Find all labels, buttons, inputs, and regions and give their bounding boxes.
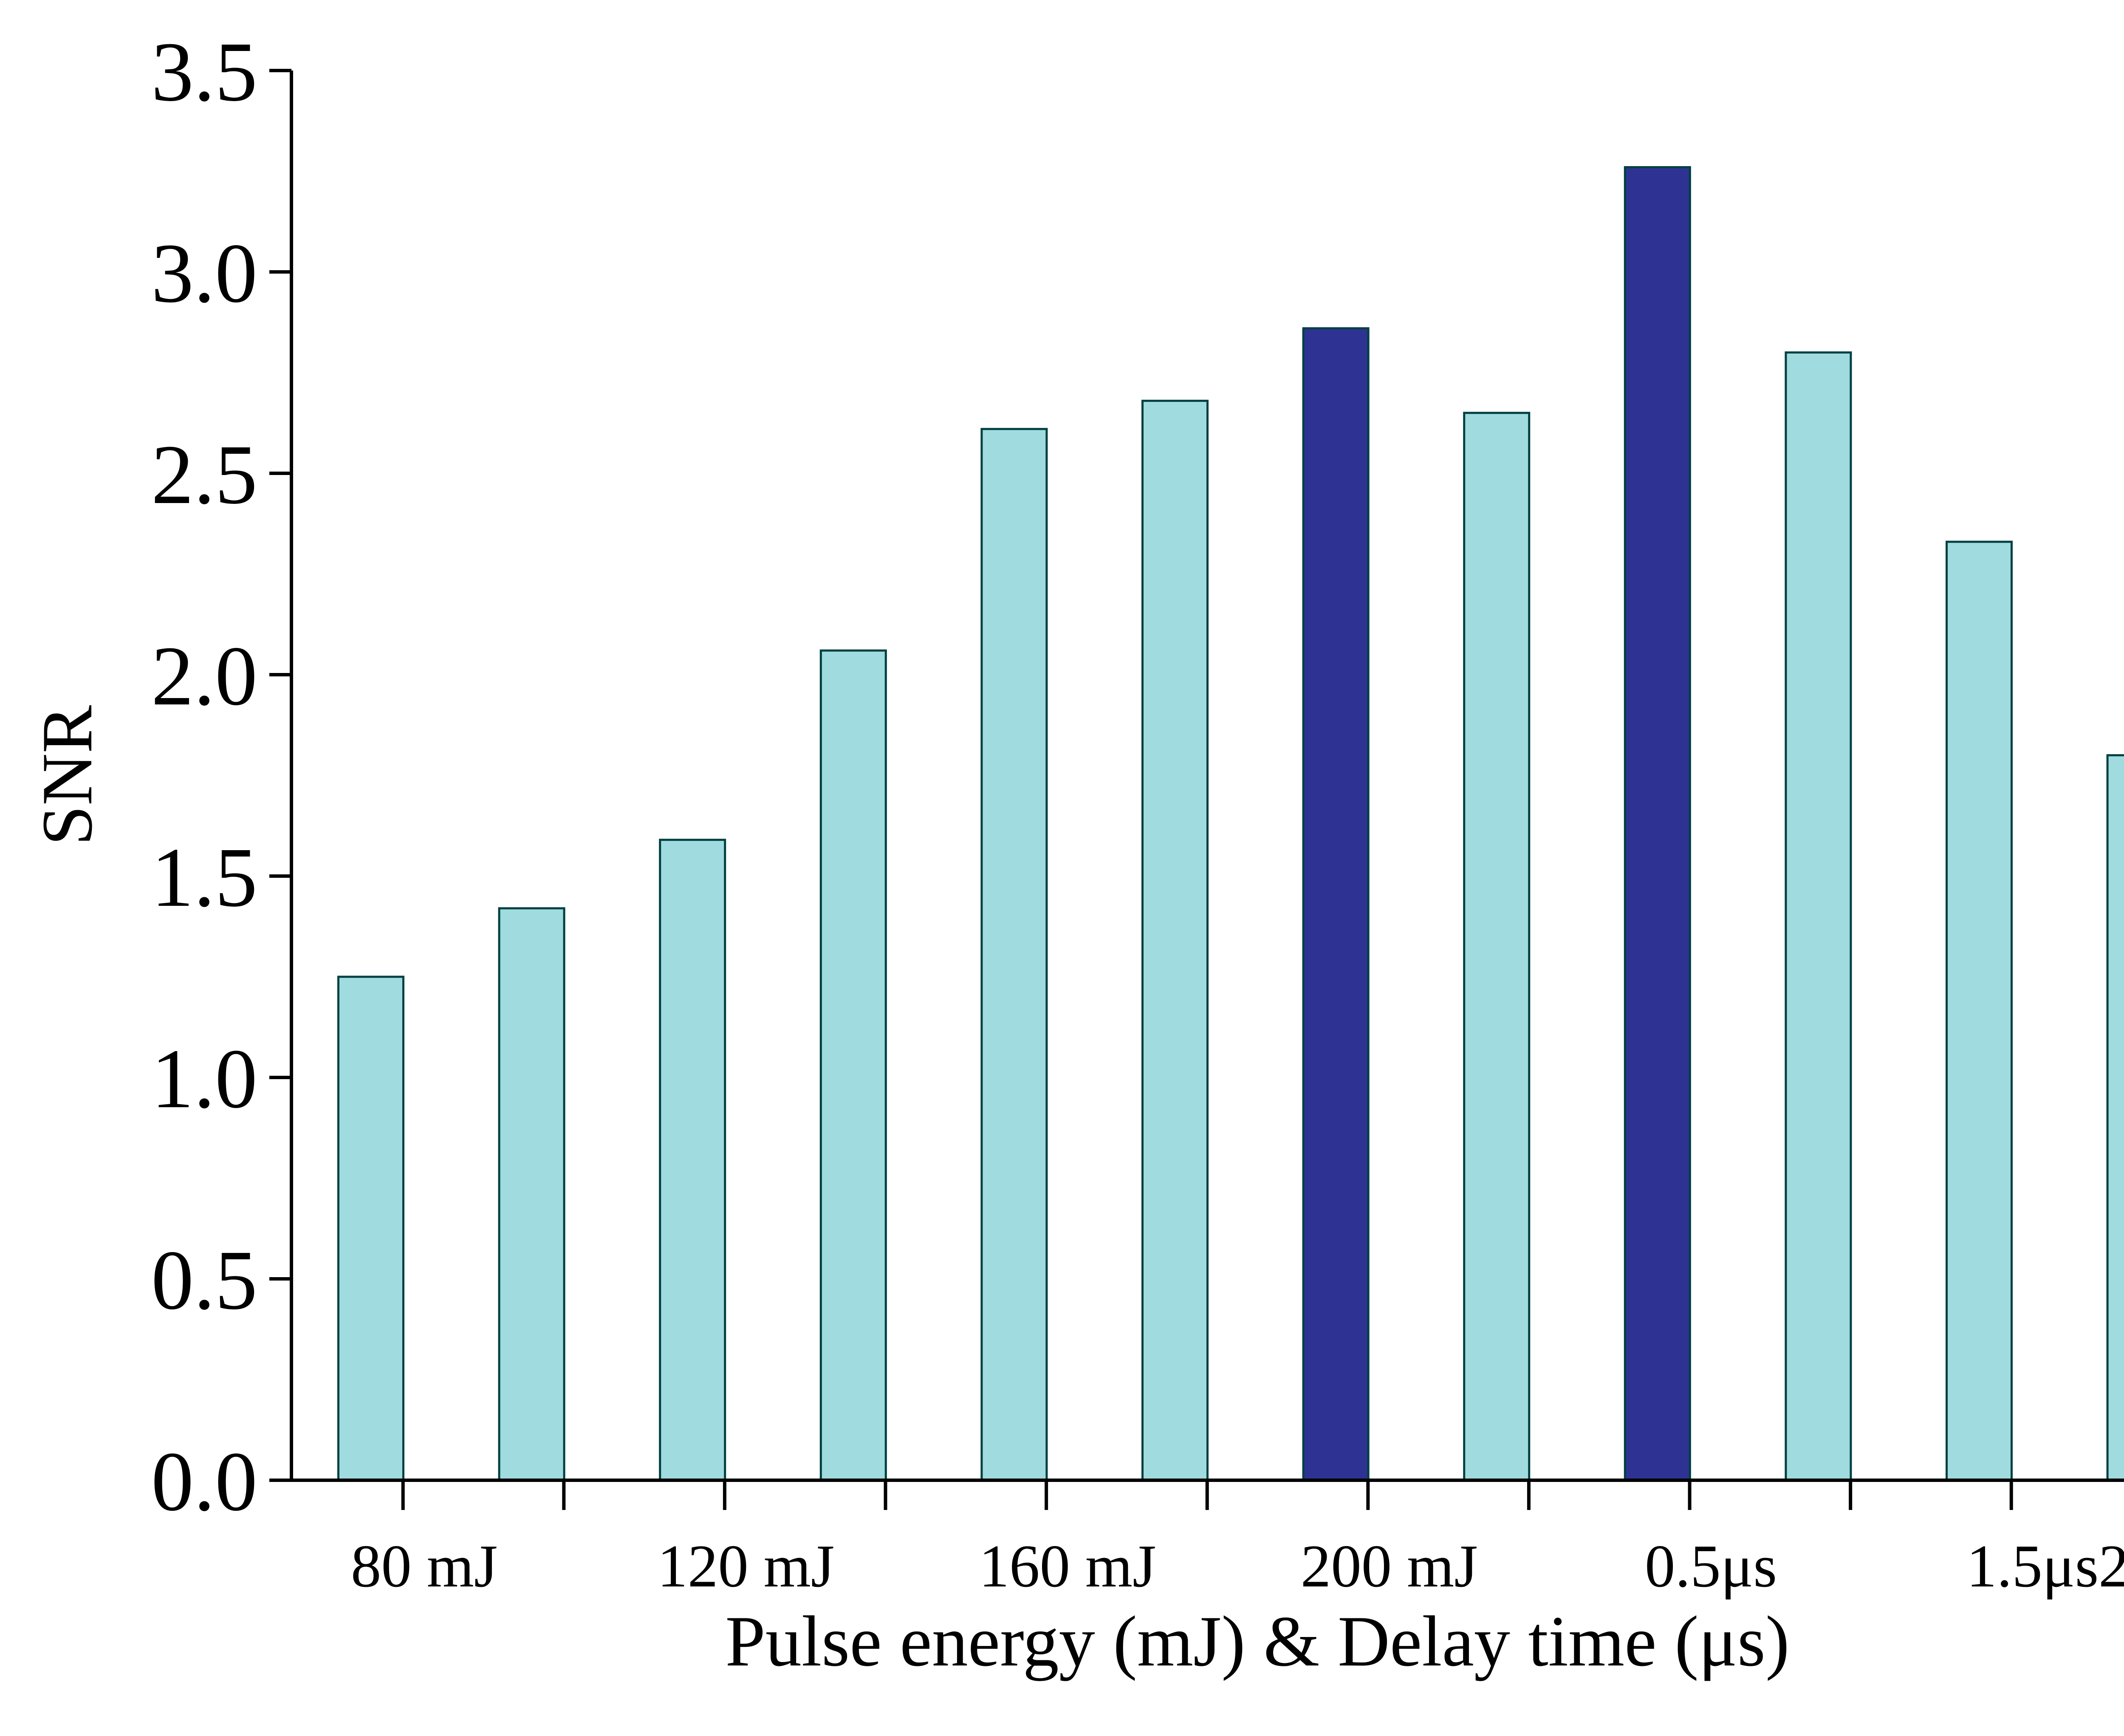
- y-tick-label: 3.0: [151, 226, 257, 320]
- bar: [2106, 754, 2124, 1482]
- bars: [337, 166, 2124, 1482]
- bar-highlighted: [1624, 166, 1691, 1482]
- y-axis-title: SNR: [27, 705, 107, 845]
- x-tick-label: 120 mJ: [657, 1532, 834, 1600]
- bar: [659, 839, 726, 1482]
- bar: [819, 649, 887, 1482]
- y-ticks: 0.0 0.5 1.0 1.5 2.0 2.5 3.0 3.5: [151, 25, 291, 1529]
- x-tick-label: 200 mJ: [1301, 1532, 1478, 1600]
- bar: [1946, 540, 2013, 1482]
- y-tick-label: 1.5: [151, 831, 257, 925]
- x-tick-label: 2μs: [2099, 1532, 2124, 1600]
- y-tick-label: 3.5: [151, 25, 257, 119]
- bar: [1785, 351, 1852, 1482]
- x-axis-title: Pulse energy (mJ) & Delay time (μs): [725, 1601, 1789, 1681]
- bar: [1463, 412, 1531, 1482]
- x-tick-label: 160 mJ: [979, 1532, 1156, 1600]
- y-tick-label: 2.5: [151, 428, 257, 522]
- x-tick-label: 80 mJ: [351, 1532, 498, 1600]
- bar-highlighted: [1302, 327, 1370, 1482]
- y-tick-label: 0.5: [151, 1233, 257, 1327]
- bar: [337, 975, 404, 1482]
- axes: [290, 71, 2124, 1482]
- x-tick-label: 1.5μs: [1966, 1532, 2099, 1600]
- bar: [980, 428, 1048, 1482]
- x-tick-label: 0.5μs: [1645, 1532, 1777, 1600]
- bar: [498, 907, 565, 1482]
- y-tick-label: 1.0: [151, 1032, 257, 1126]
- x-ticks: 80 mJ 120 mJ 160 mJ 200 mJ 0.5μs 1.5μs2μs: [351, 1480, 2124, 1600]
- y-tick-label: 0.0: [151, 1435, 257, 1529]
- bar: [1141, 399, 1209, 1482]
- y-tick-label: 2.0: [151, 629, 257, 723]
